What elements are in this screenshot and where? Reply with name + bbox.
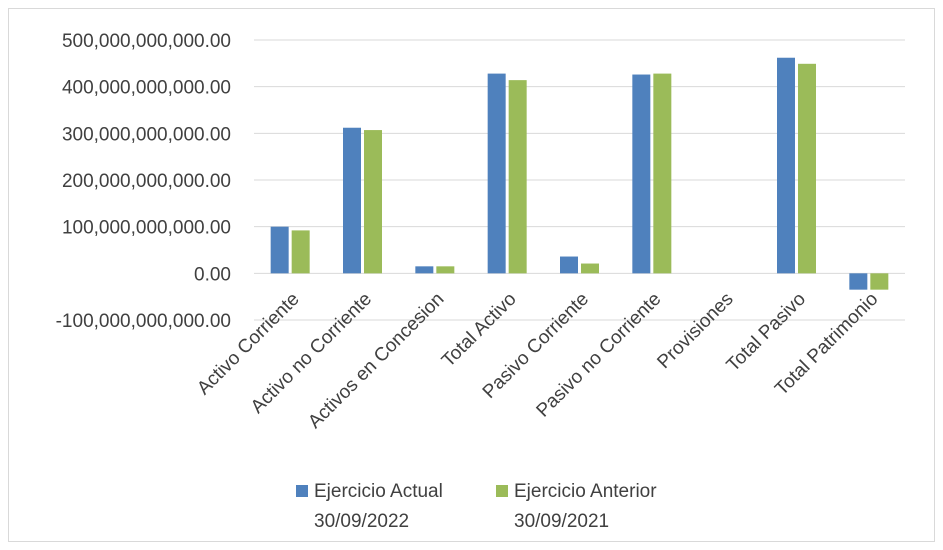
bar	[436, 266, 455, 274]
y-tick-label: 100,000,000,000.00	[62, 218, 231, 239]
y-tick-label: 400,000,000,000.00	[62, 78, 231, 99]
bar	[798, 63, 816, 274]
bar	[653, 73, 672, 274]
bar	[487, 73, 506, 274]
y-tick-label: 0.00	[194, 264, 231, 285]
bar	[415, 266, 434, 274]
legend-label-line2: 30/09/2022	[314, 511, 409, 532]
category-label: Activo no Corriente	[247, 289, 376, 418]
y-tick-label: -100,000,000,000.00	[56, 311, 231, 332]
legend: Ejercicio Actual 30/09/2022 Ejercicio Ante…	[296, 481, 657, 532]
bar	[291, 230, 310, 274]
y-axis-ticks: 500,000,000,000.00 400,000,000,000.00 300,…	[56, 31, 231, 332]
legend-label-line1: Ejercicio Anterior	[514, 481, 657, 502]
category-label: Activos en Concesion	[304, 289, 448, 433]
bar	[849, 273, 868, 290]
legend-label-line2: 30/09/2021	[514, 511, 609, 532]
y-tick-label: 200,000,000,000.00	[62, 171, 231, 192]
legend-swatch	[496, 485, 508, 497]
y-tick-label: 500,000,000,000.00	[62, 31, 231, 52]
y-tick-label: 300,000,000,000.00	[62, 124, 231, 145]
category-label: Pasivo no Corriente	[533, 289, 666, 422]
bar	[581, 263, 599, 274]
bars	[270, 57, 889, 290]
legend-swatch	[296, 485, 308, 497]
bar	[270, 226, 289, 274]
bar	[364, 130, 382, 274]
bar	[632, 74, 651, 274]
bar	[508, 80, 527, 274]
bar	[870, 273, 889, 290]
legend-label-line1: Ejercicio Actual	[314, 481, 443, 502]
gridlines	[254, 39, 905, 321]
bar	[560, 256, 578, 274]
bar	[777, 57, 795, 274]
bar	[343, 127, 361, 274]
